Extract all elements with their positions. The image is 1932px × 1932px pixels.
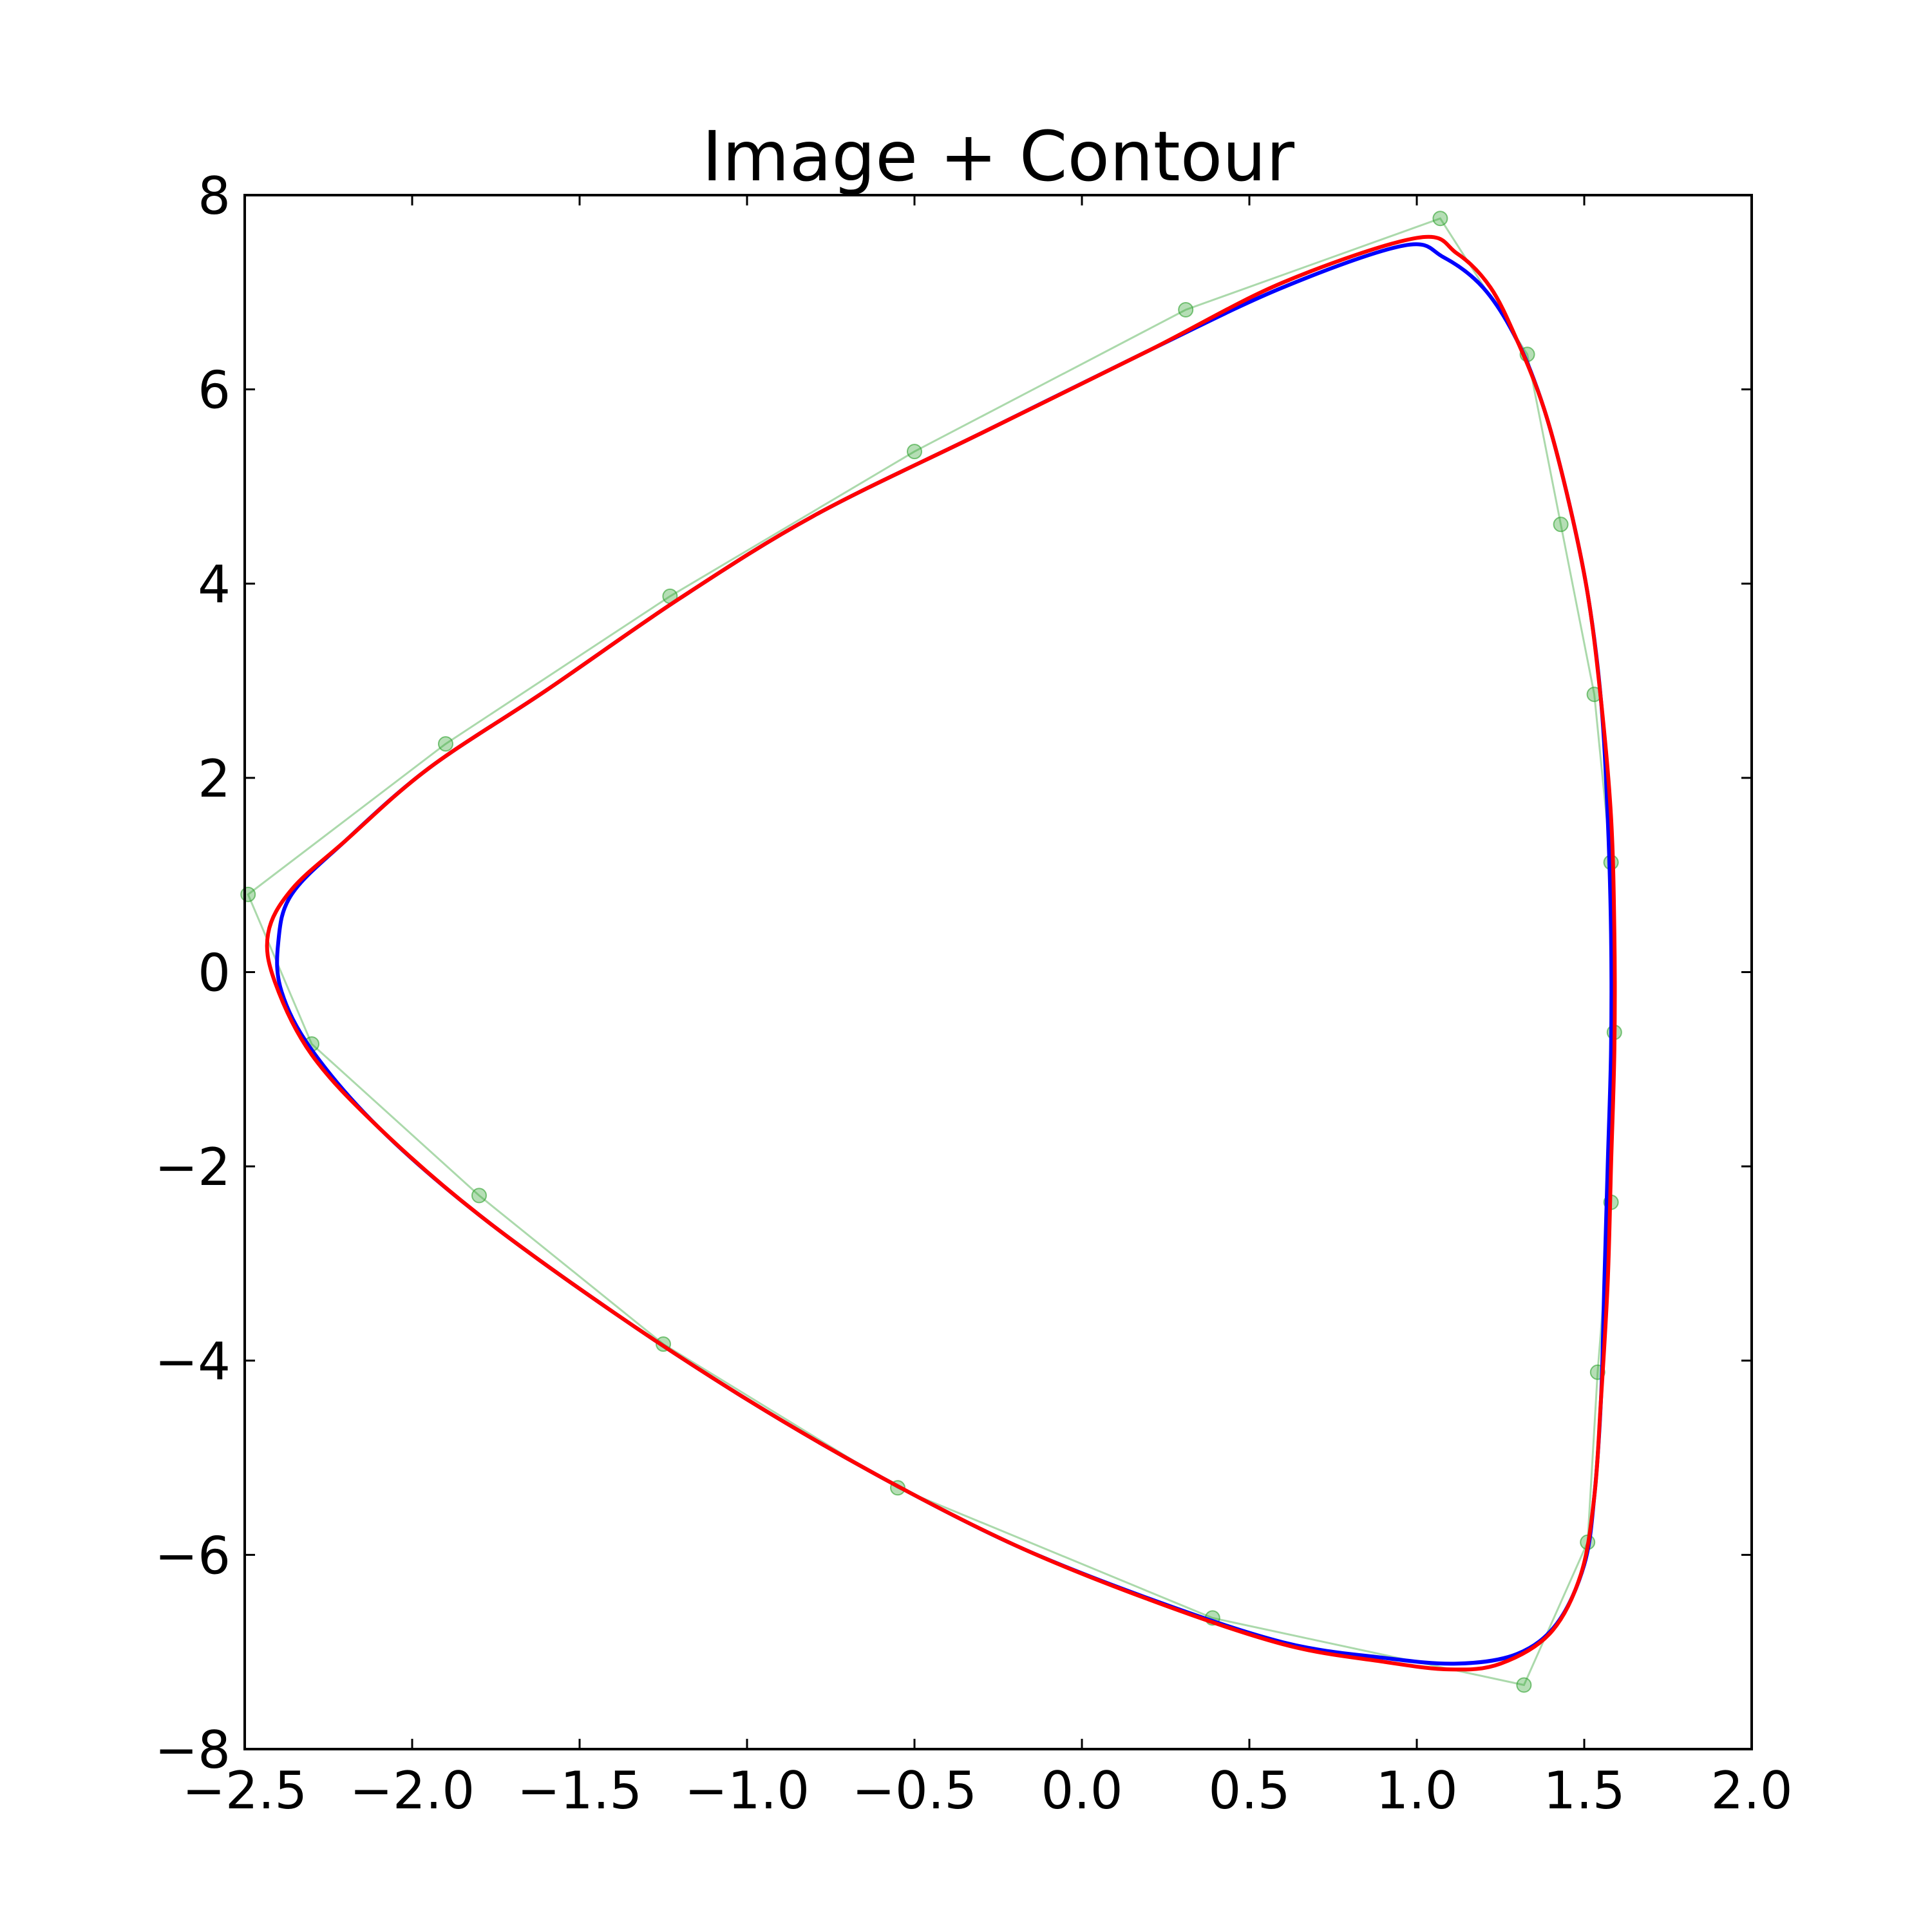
x-tick-label: −2.5 bbox=[182, 1761, 307, 1821]
control-polygon-line bbox=[247, 217, 1616, 1687]
y-axis: 8 6 4 2 0 −2 −4 −6 −8 bbox=[155, 166, 1752, 1780]
x-tick-label: 0.0 bbox=[1041, 1761, 1122, 1821]
y-tick-label: −4 bbox=[155, 1332, 231, 1392]
x-tick-label: 0.5 bbox=[1208, 1761, 1290, 1821]
control-point bbox=[1516, 1677, 1532, 1693]
control-point bbox=[907, 444, 922, 460]
control-point bbox=[240, 886, 256, 902]
y-tick-label: 2 bbox=[198, 749, 231, 809]
plot-frame bbox=[243, 194, 1753, 1750]
chart-title: Image + Contour bbox=[702, 117, 1294, 197]
control-point bbox=[1432, 211, 1448, 227]
y-tick-label: 6 bbox=[198, 361, 231, 421]
contour-blue-line bbox=[275, 242, 1614, 1666]
y-tick-label: 0 bbox=[198, 943, 231, 1003]
control-point bbox=[1178, 302, 1194, 317]
x-tick-label: −1.0 bbox=[685, 1761, 810, 1821]
y-tick-label: 4 bbox=[198, 554, 231, 614]
control-point bbox=[471, 1188, 487, 1204]
x-tick-label: 2.0 bbox=[1710, 1761, 1792, 1821]
x-tick-label: −0.5 bbox=[852, 1761, 977, 1821]
plot-area bbox=[240, 211, 1622, 1693]
control-point bbox=[438, 736, 453, 752]
control-point bbox=[1553, 516, 1569, 533]
contour-red-line bbox=[265, 234, 1617, 1672]
x-tick-label: −2.0 bbox=[350, 1761, 475, 1821]
y-tick-label: −6 bbox=[155, 1526, 231, 1586]
x-tick-label: 1.5 bbox=[1543, 1761, 1625, 1821]
x-axis: −2.5 −2.0 −1.5 −1.0 −0.5 0.0 0.5 1.0 1.5 2.0 bbox=[182, 195, 1793, 1821]
x-tick-label: 1.0 bbox=[1376, 1761, 1457, 1821]
y-tick-label: −8 bbox=[155, 1720, 231, 1780]
y-tick-label: 8 bbox=[198, 166, 231, 226]
x-tick-label: −1.5 bbox=[517, 1761, 642, 1821]
y-tick-label: −2 bbox=[155, 1137, 231, 1197]
